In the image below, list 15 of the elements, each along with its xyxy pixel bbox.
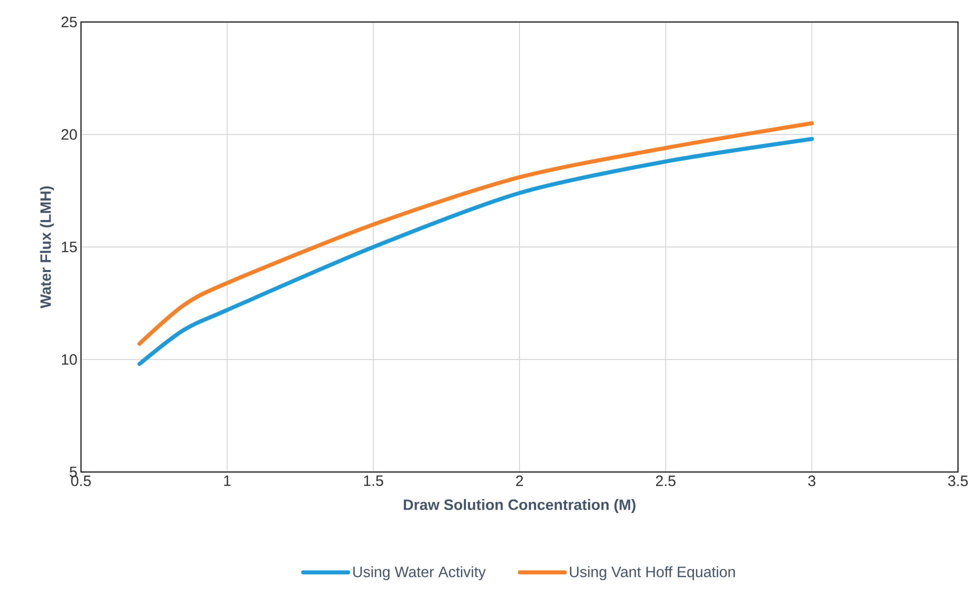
x-axis-title: Draw Solution Concentration (M) — [404, 499, 636, 513]
y-tick-label: 25 — [62, 16, 77, 28]
x-tick-label: 0.5 — [71, 476, 91, 486]
x-tick-label: 1 — [224, 476, 231, 486]
legend-label: Using Water Activity — [353, 566, 486, 580]
y-tick-label: 15 — [62, 242, 77, 252]
x-tick-label: 1.5 — [364, 476, 384, 486]
x-tick-label: 3 — [808, 476, 816, 486]
y-tick-label: 20 — [62, 129, 77, 140]
x-tick-label: 3.5 — [948, 476, 968, 486]
x-tick-label: 2 — [516, 476, 523, 486]
x-tick-label: 2.5 — [656, 476, 676, 486]
y-tick-label: 10 — [62, 354, 77, 365]
legend-label: Using Vant Hoff Equation — [570, 566, 735, 580]
y-axis-title: Water Flux (LMH) — [40, 186, 54, 308]
